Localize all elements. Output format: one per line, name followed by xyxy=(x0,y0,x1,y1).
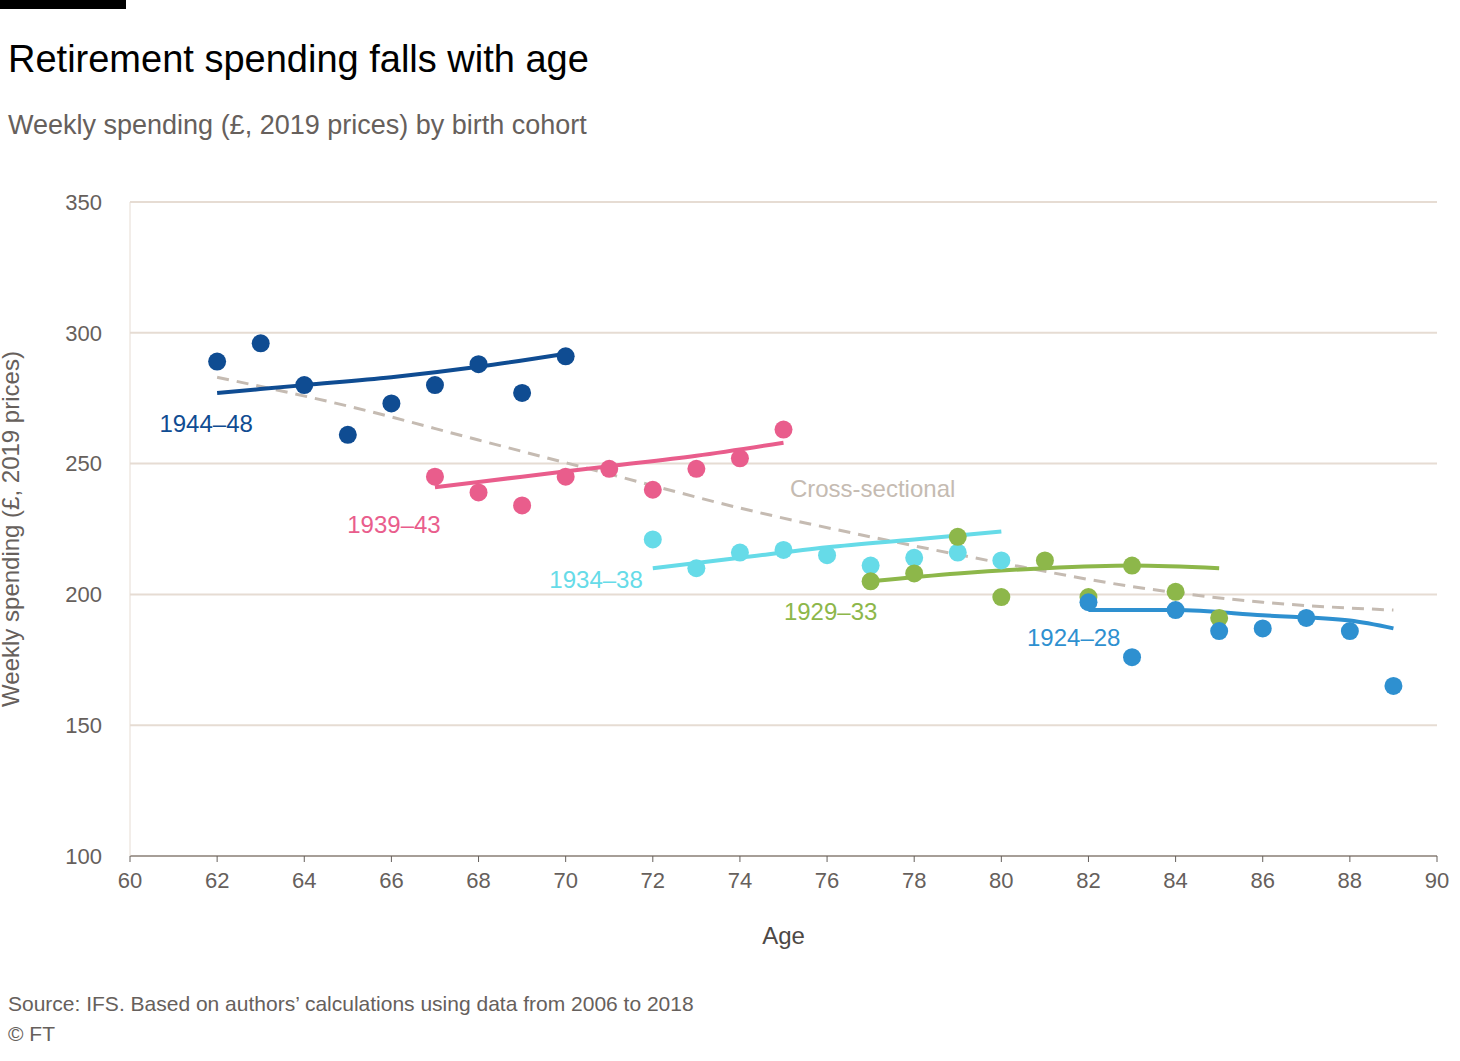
svg-text:1924–28: 1924–28 xyxy=(1027,624,1120,651)
svg-text:72: 72 xyxy=(641,868,665,893)
svg-text:1929–33: 1929–33 xyxy=(784,598,877,625)
svg-text:1944–48: 1944–48 xyxy=(159,410,252,437)
svg-text:150: 150 xyxy=(65,713,102,738)
svg-text:1934–38: 1934–38 xyxy=(549,566,642,593)
svg-text:Age: Age xyxy=(762,922,805,949)
svg-text:200: 200 xyxy=(65,582,102,607)
svg-text:1939–43: 1939–43 xyxy=(347,511,440,538)
svg-text:82: 82 xyxy=(1076,868,1100,893)
svg-text:90: 90 xyxy=(1425,868,1449,893)
svg-text:84: 84 xyxy=(1163,868,1187,893)
svg-text:60: 60 xyxy=(118,868,142,893)
svg-text:80: 80 xyxy=(989,868,1013,893)
svg-text:70: 70 xyxy=(553,868,577,893)
html-text:Weekly spending (£, 2019 price: Weekly spending (£, 2019 prices) by birt… xyxy=(8,110,587,140)
svg-text:74: 74 xyxy=(728,868,752,893)
svg-text:Weekly spending (£, 2019 price: Weekly spending (£, 2019 prices) xyxy=(8,351,24,707)
svg-text:Cross-sectional: Cross-sectional xyxy=(790,475,955,502)
html-text:© FT: © FT xyxy=(8,1022,55,1045)
svg-text:64: 64 xyxy=(292,868,316,893)
svg-text:88: 88 xyxy=(1338,868,1362,893)
svg-text:62: 62 xyxy=(205,868,229,893)
svg-text:350: 350 xyxy=(65,190,102,215)
svg-text:76: 76 xyxy=(815,868,839,893)
svg-text:86: 86 xyxy=(1250,868,1274,893)
html-text:Source: IFS. Based on authors’: Source: IFS. Based on authors’ calculati… xyxy=(8,992,694,1015)
svg-text:250: 250 xyxy=(65,451,102,476)
svg-text:300: 300 xyxy=(65,321,102,346)
svg-text:66: 66 xyxy=(379,868,403,893)
html-text:Retirement spending falls with: Retirement spending falls with age xyxy=(8,38,589,80)
svg-text:78: 78 xyxy=(902,868,926,893)
svg-text:100: 100 xyxy=(65,844,102,869)
svg-text:68: 68 xyxy=(466,868,490,893)
